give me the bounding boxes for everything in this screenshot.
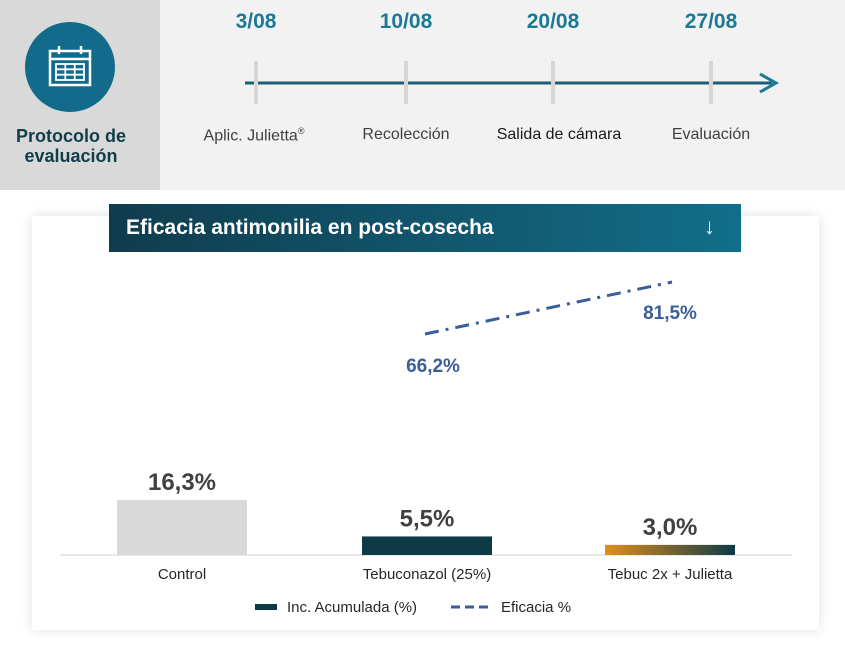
- efficacy-line: [424, 280, 673, 336]
- category-label: Tebuc 2x + Julietta: [608, 566, 733, 583]
- bar: [605, 544, 735, 555]
- timeline: [245, 61, 780, 104]
- category-label: Control: [158, 566, 206, 583]
- timeline-date: 10/08: [379, 10, 433, 33]
- legend-swatch-bar: [255, 604, 277, 610]
- chart-header: Eficacia antimonilia en post-cosecha ↓: [109, 204, 741, 252]
- timeline-label: Recolección: [362, 126, 450, 143]
- legend-label: Eficacia %: [501, 599, 571, 616]
- timeline-date: 3/08: [235, 10, 277, 33]
- timeline-label: Aplic. Julietta®: [169, 126, 339, 145]
- arrow-down-icon[interactable]: ↓: [704, 214, 715, 239]
- timeline-tick: [254, 61, 258, 104]
- chart-title: Eficacia antimonilia en post-cosecha: [126, 216, 494, 239]
- protocol-title-line2: evaluación: [24, 146, 118, 166]
- timeline-tick: [404, 61, 408, 104]
- bar-value-label: 16,3%: [148, 469, 216, 496]
- bar-value-label: 5,5%: [400, 505, 455, 532]
- timeline-label: Salida de cámara: [496, 126, 622, 143]
- bar-value-label: 3,0%: [643, 514, 698, 541]
- bar: [362, 536, 492, 555]
- legend-label: Inc. Acumulada (%): [287, 599, 417, 616]
- calendar-icon: [25, 22, 115, 112]
- timeline-date: 20/08: [526, 10, 580, 33]
- registered-mark: ®: [297, 126, 305, 136]
- protocol-title-line1: Protocolo de: [15, 126, 126, 146]
- bar: [117, 500, 247, 555]
- protocol-panel: Protocolo de evaluación: [0, 0, 160, 190]
- timeline-arrow-icon: [759, 72, 780, 94]
- protocol-title: Protocolo de evaluación: [0, 126, 142, 166]
- chart-card: [32, 216, 819, 630]
- efficacy-value-label: 81,5%: [643, 303, 697, 324]
- timeline-tick: [709, 61, 713, 104]
- timeline-label: Evaluación: [671, 126, 751, 143]
- timeline-tick: [551, 61, 555, 104]
- efficacy-value-label: 66,2%: [406, 356, 460, 377]
- timeline-label-text: Aplic. Julietta: [203, 127, 298, 145]
- category-label: Tebuconazol (25%): [363, 566, 491, 583]
- timeline-date: 27/08: [684, 10, 738, 33]
